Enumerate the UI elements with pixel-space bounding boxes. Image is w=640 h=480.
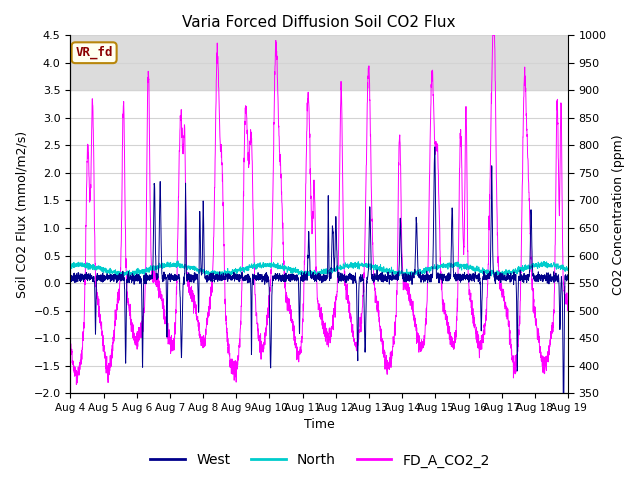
- West: [564, 274, 572, 280]
- West: [555, 272, 563, 277]
- FD_A_CO2_2: [257, 351, 265, 357]
- FD_A_CO2_2: [124, 293, 131, 299]
- Y-axis label: Soil CO2 Flux (mmol/m2/s): Soil CO2 Flux (mmol/m2/s): [15, 131, 28, 298]
- Line: North: North: [70, 261, 568, 277]
- North: [564, 264, 572, 270]
- North: [67, 264, 74, 270]
- X-axis label: Time: Time: [304, 419, 335, 432]
- North: [153, 264, 161, 270]
- Text: VR_fd: VR_fd: [76, 46, 113, 60]
- Legend: West, North, FD_A_CO2_2: West, North, FD_A_CO2_2: [145, 448, 495, 473]
- FD_A_CO2_2: [279, 228, 287, 234]
- FD_A_CO2_2: [501, 306, 509, 312]
- FD_A_CO2_2: [555, 172, 563, 178]
- Bar: [70, 36, 568, 90]
- West: [153, 277, 161, 283]
- FD_A_CO2_2: [72, 382, 80, 387]
- West: [559, 390, 567, 396]
- Line: West: West: [70, 147, 568, 393]
- Y-axis label: CO2 Concentration (ppm): CO2 Concentration (ppm): [612, 134, 625, 295]
- West: [431, 144, 438, 150]
- West: [124, 279, 131, 285]
- North: [174, 258, 182, 264]
- West: [279, 272, 287, 278]
- FD_A_CO2_2: [67, 347, 74, 353]
- West: [67, 271, 74, 276]
- North: [555, 265, 563, 271]
- North: [216, 275, 224, 280]
- West: [257, 274, 265, 280]
- FD_A_CO2_2: [153, 277, 161, 283]
- North: [124, 272, 131, 277]
- Line: FD_A_CO2_2: FD_A_CO2_2: [70, 36, 568, 384]
- North: [279, 264, 287, 270]
- FD_A_CO2_2: [564, 300, 572, 306]
- Title: Varia Forced Diffusion Soil CO2 Flux: Varia Forced Diffusion Soil CO2 Flux: [182, 15, 456, 30]
- North: [501, 271, 509, 276]
- North: [258, 263, 266, 268]
- FD_A_CO2_2: [489, 33, 497, 38]
- West: [501, 272, 509, 278]
